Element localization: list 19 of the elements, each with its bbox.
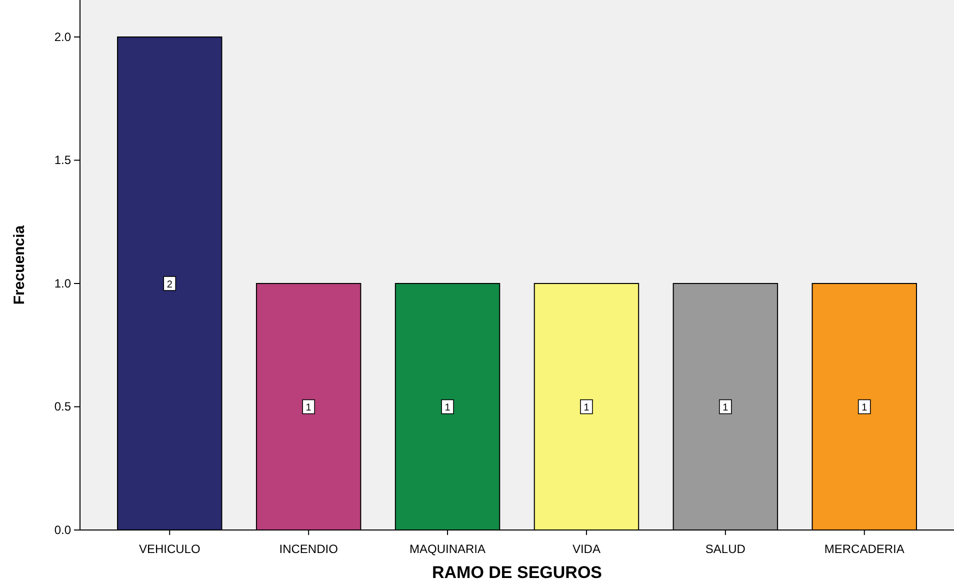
data-label: 1 bbox=[584, 402, 590, 414]
x-tick-label: VEHICULO bbox=[138, 542, 200, 556]
x-tick-label: SALUD bbox=[705, 542, 746, 556]
y-tick-label: 2.0 bbox=[54, 30, 72, 44]
data-label: 2 bbox=[166, 279, 173, 290]
x-tick-label: MERCADERIA bbox=[824, 542, 904, 556]
y-tick-label: 0.5 bbox=[54, 400, 72, 414]
data-label: 1 bbox=[306, 402, 312, 414]
y-axis-title: Frecuencia bbox=[11, 224, 28, 305]
x-tick-label: VIDA bbox=[572, 542, 600, 556]
y-tick-label: 1.0 bbox=[54, 276, 72, 290]
x-axis-title: RAMO DE SEGUROS bbox=[432, 563, 602, 582]
data-label: 1 bbox=[862, 402, 868, 414]
data-label: 1 bbox=[722, 402, 729, 414]
data-label: 1 bbox=[444, 402, 451, 414]
y-tick-label: 1.5 bbox=[54, 153, 72, 168]
x-tick-label: INCENDIO bbox=[279, 542, 338, 556]
x-tick-label: MAQUINARIA bbox=[410, 542, 486, 556]
y-tick-label: 0.0 bbox=[54, 523, 72, 537]
